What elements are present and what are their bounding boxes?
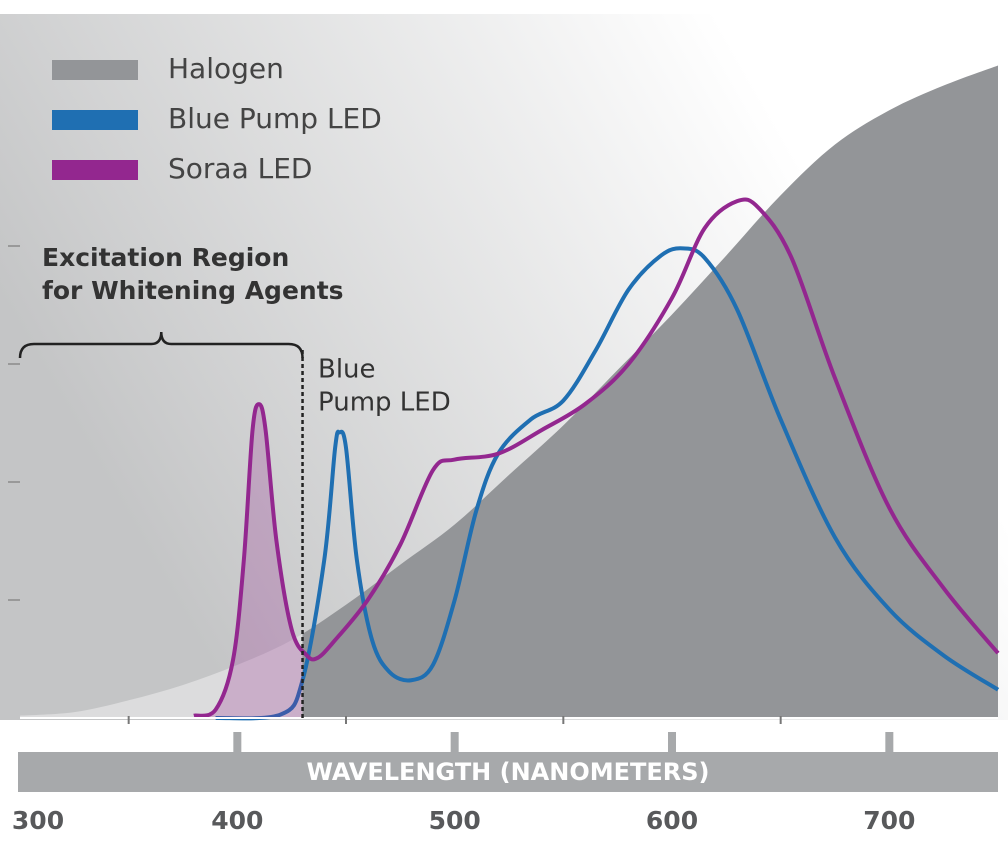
x-tick-label: 700 xyxy=(863,806,915,835)
x-tick xyxy=(668,732,676,752)
x-tick-label: 600 xyxy=(646,806,698,835)
legend-swatch xyxy=(52,110,138,130)
peak-label: Pump LED xyxy=(318,388,451,418)
x-tick xyxy=(885,732,894,752)
peak-label: Blue xyxy=(318,355,376,385)
legend-swatch xyxy=(52,60,138,80)
x-tick-label: 300 xyxy=(12,806,64,835)
excitation-label: for Whitening Agents xyxy=(42,276,344,305)
x-tick xyxy=(233,732,242,752)
x-axis-label: WAVELENGTH (NANOMETERS) xyxy=(306,758,709,786)
excitation-label: Excitation Region xyxy=(42,243,289,272)
x-tick xyxy=(450,732,459,752)
legend-label: Halogen xyxy=(168,52,284,85)
area xyxy=(302,65,998,718)
line xyxy=(193,197,1000,718)
x-axis-band xyxy=(18,752,998,792)
x-tick-label: 400 xyxy=(211,806,263,835)
excitation-fill xyxy=(193,404,303,718)
area-light xyxy=(20,633,303,718)
line xyxy=(215,246,1000,721)
legend-label: Blue Pump LED xyxy=(168,102,382,135)
legend-swatch xyxy=(52,160,138,180)
bracket xyxy=(18,331,304,359)
legend-label: Soraa LED xyxy=(168,152,312,185)
x-tick-label: 500 xyxy=(429,806,481,835)
